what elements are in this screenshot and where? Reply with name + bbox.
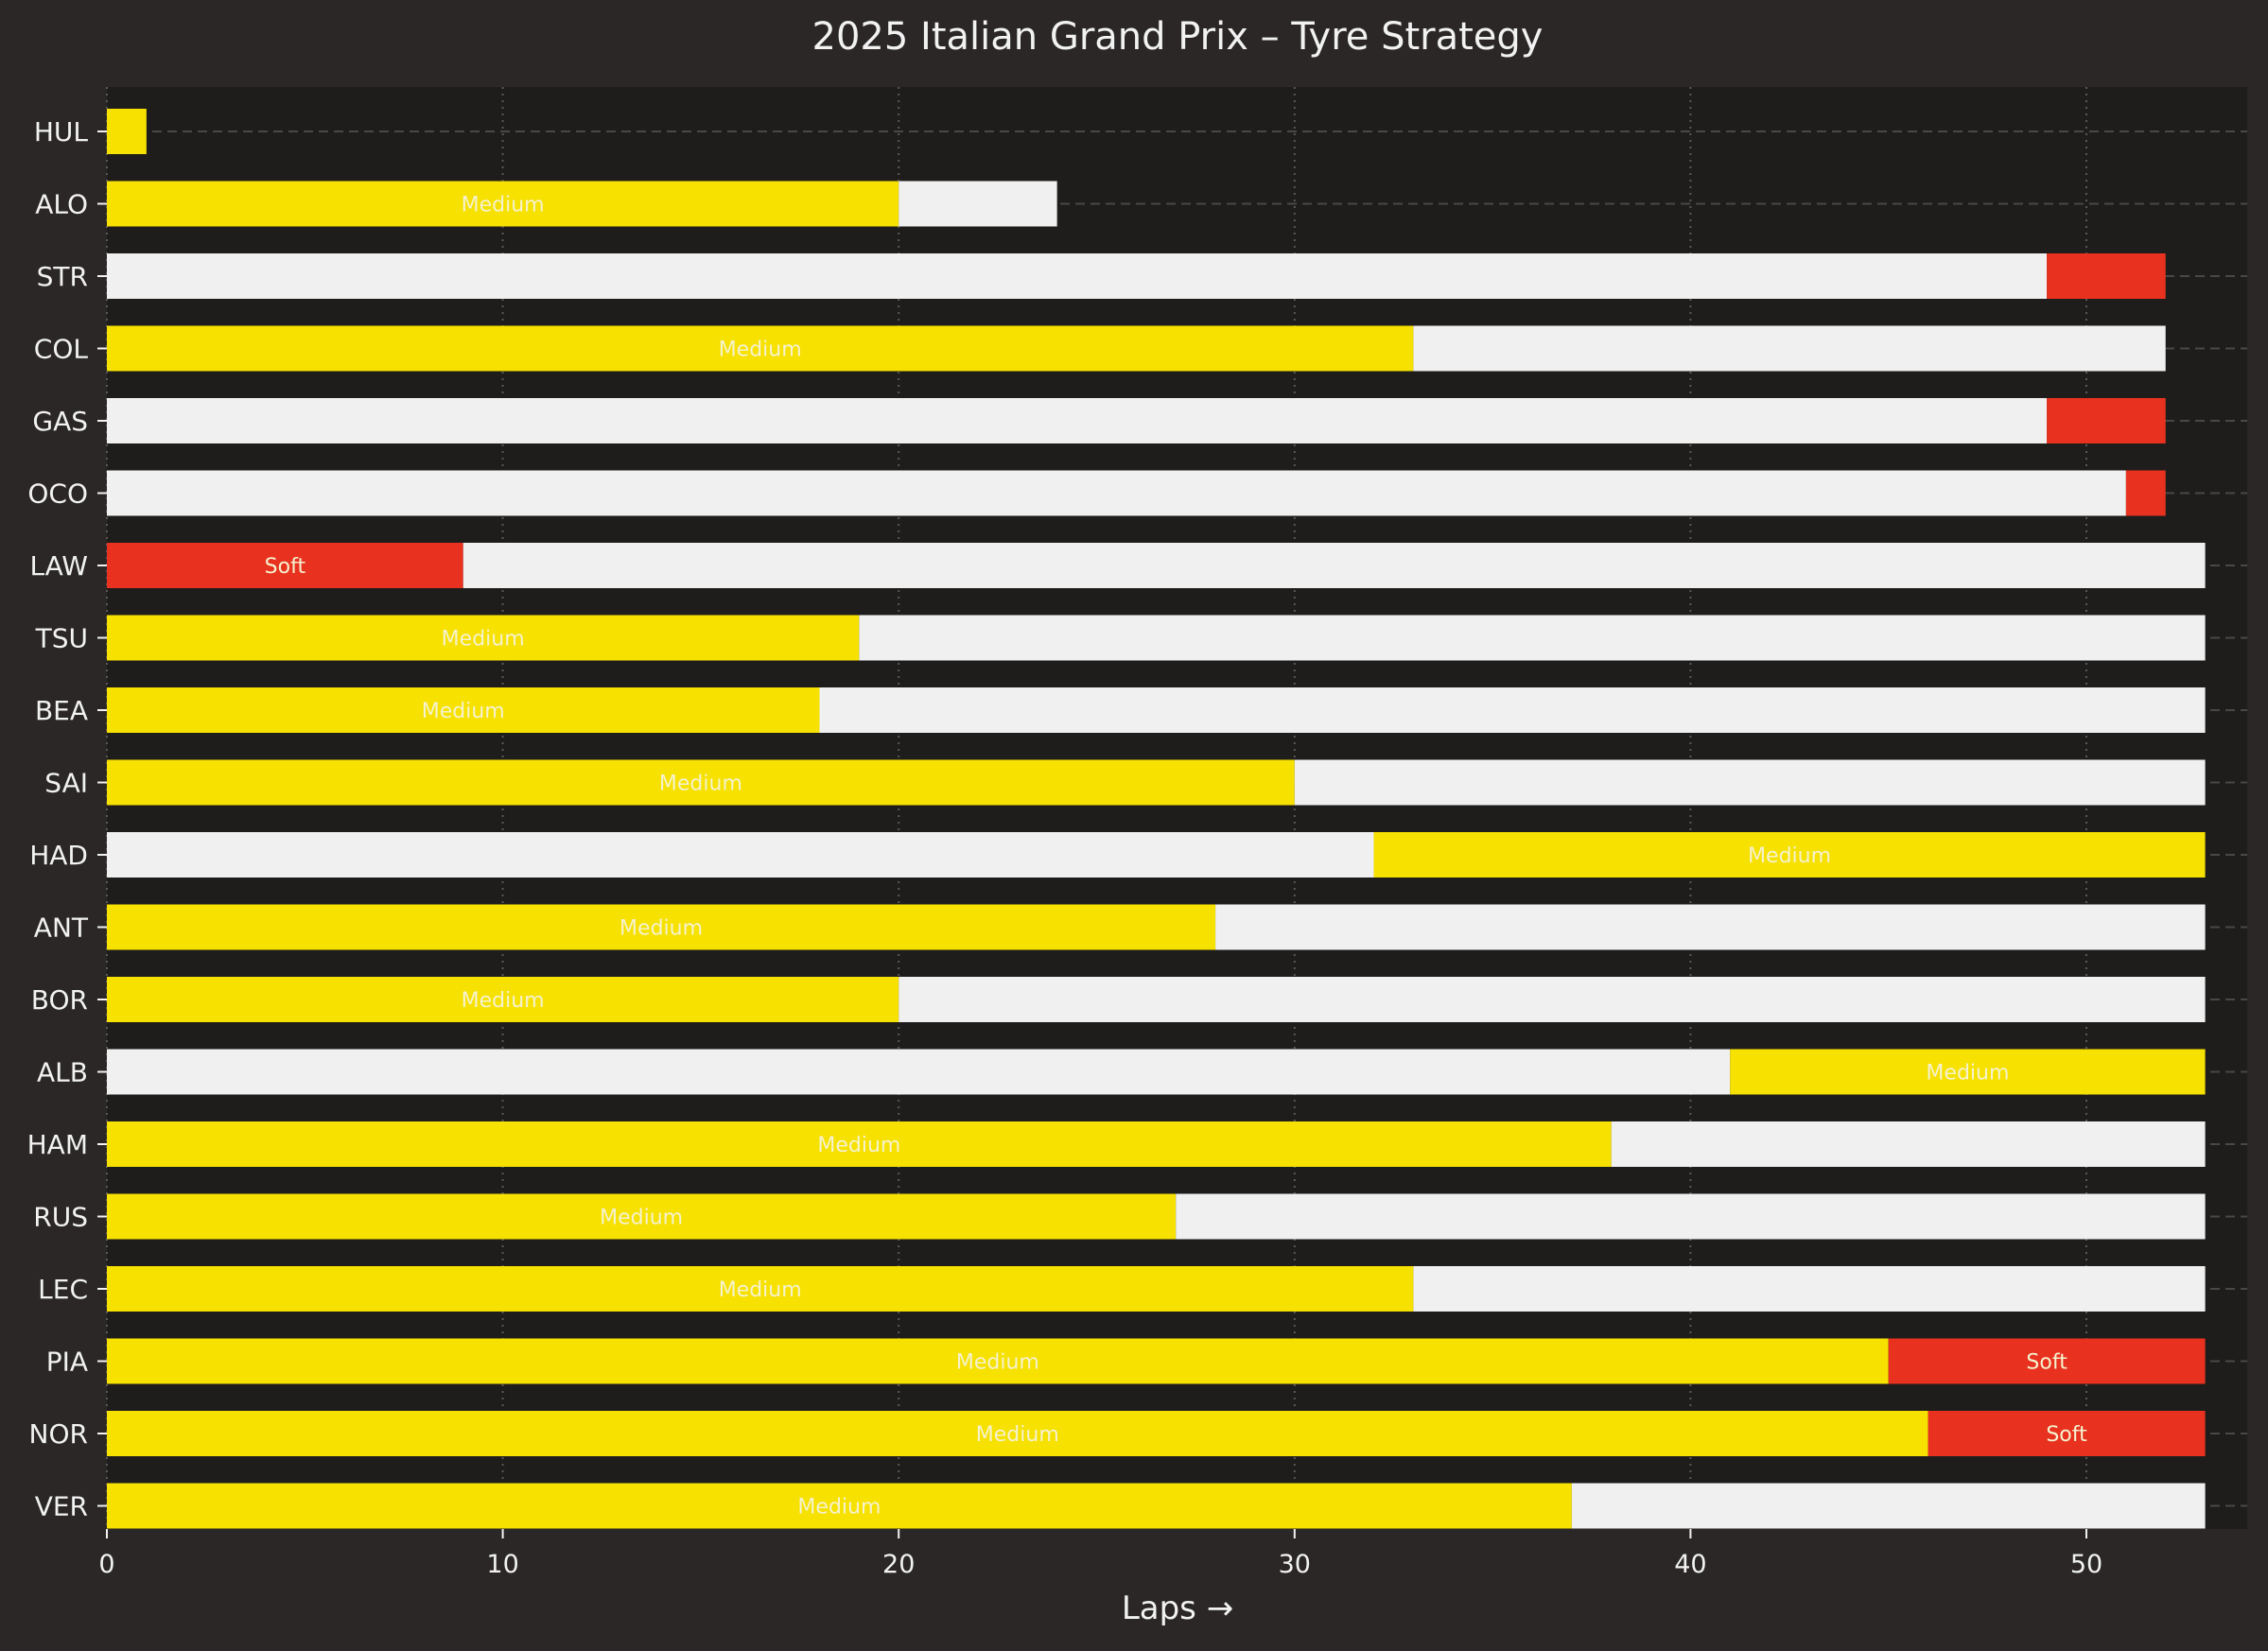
stint-label: Medium — [976, 1423, 1059, 1447]
y-tick-label: GAS — [32, 406, 88, 437]
y-tick-label: BEA — [35, 695, 88, 726]
stint-bar — [107, 904, 1216, 950]
axis-layer: 0 10 20 30 40 50 HUL ALO STR COL GAS OCO LAW TSU BEA SA… — [27, 116, 2103, 1579]
y-tick-label: RUS — [33, 1202, 88, 1233]
stint-bar — [1215, 904, 2206, 950]
stint-bar — [107, 181, 899, 227]
stint-bar — [1611, 1121, 2206, 1167]
stint-bar — [1413, 1266, 2206, 1312]
stint-label: Medium — [956, 1351, 1039, 1375]
plot-area — [107, 87, 2247, 1529]
stint-label: Medium — [462, 194, 545, 217]
stint-bar — [107, 398, 2048, 443]
stint-label: Medium — [442, 628, 525, 652]
stint-bar — [1928, 1411, 2206, 1456]
stint-bar — [107, 543, 463, 588]
y-tick-label: ALO — [35, 189, 88, 220]
stint-bar — [1571, 1483, 2206, 1529]
stint-bar — [2047, 398, 2166, 443]
stint-bar — [1888, 1338, 2206, 1384]
stint-label: Medium — [600, 1207, 683, 1230]
stint-label: Soft — [265, 555, 306, 579]
stint-bar — [107, 253, 2048, 299]
stint-bar — [107, 1193, 1177, 1240]
stint-bar — [107, 470, 2126, 516]
y-tick-label: COL — [34, 334, 89, 365]
y-tick-label: BOR — [31, 984, 88, 1016]
y-tick-label: HAD — [29, 840, 88, 871]
x-tick-label: 0 — [98, 1550, 114, 1579]
y-tick-label: HAM — [27, 1129, 88, 1160]
stint-bar — [107, 1411, 1928, 1456]
x-tick-label: 50 — [2070, 1550, 2102, 1579]
stint-bar — [107, 109, 147, 154]
stint-bar — [819, 687, 2206, 733]
x-axis-label: Laps → — [1122, 1590, 1233, 1627]
stint-bar — [859, 615, 2206, 661]
stint-label: Medium — [462, 989, 545, 1013]
stint-label: Medium — [659, 773, 742, 796]
x-tick-label: 10 — [486, 1550, 518, 1579]
stint-bar — [107, 1266, 1414, 1312]
stint-bar — [107, 1338, 1889, 1384]
stint-bar — [107, 1121, 1612, 1167]
stint-bar — [107, 687, 820, 733]
stint-bar — [1730, 1049, 2206, 1095]
chart-title: 2025 Italian Grand Prix – Tyre Strategy — [812, 15, 1544, 59]
stint-bar — [1176, 1193, 2206, 1240]
x-tick-label: 40 — [1674, 1550, 1706, 1579]
y-tick-label: NOR — [29, 1418, 88, 1450]
stint-label: Medium — [797, 1496, 881, 1520]
stint-label: Medium — [422, 700, 505, 723]
stint-bar — [2047, 253, 2166, 299]
stint-bar — [1294, 759, 2206, 806]
stint-label: Medium — [719, 339, 802, 362]
stint-bar — [107, 325, 1414, 372]
y-tick-label: SAI — [44, 768, 88, 799]
stint-bar — [1373, 832, 2206, 878]
stint-bar — [107, 977, 899, 1022]
stint-label: Medium — [619, 917, 703, 941]
y-tick-label: LAW — [29, 550, 88, 582]
stint-bar — [2125, 470, 2166, 516]
y-tick-label: ALB — [37, 1057, 88, 1088]
stint-bar — [107, 832, 1374, 878]
stint-bar — [1413, 325, 2166, 372]
stint-bar — [462, 543, 2206, 588]
stint-label: Medium — [719, 1278, 802, 1302]
stint-label: Medium — [1748, 844, 1831, 868]
stint-bar — [107, 1483, 1572, 1529]
y-tick-label: HUL — [34, 116, 89, 148]
stint-label: Medium — [817, 1134, 900, 1157]
stint-bar — [898, 977, 2206, 1022]
y-tick-label: TSU — [35, 623, 88, 654]
stint-bar — [107, 759, 1295, 806]
stint-label: Soft — [2046, 1423, 2087, 1447]
bars-layer: Medium Medium Soft Medium Medium Medium Medium… — [107, 109, 2206, 1529]
stint-bar — [898, 181, 1057, 227]
x-tick-label: 20 — [882, 1550, 915, 1579]
stint-label: Soft — [2026, 1351, 2067, 1375]
y-tick-label: OCO — [27, 478, 88, 510]
y-tick-label: STR — [37, 261, 88, 292]
y-tick-label: LEC — [38, 1274, 88, 1305]
x-tick-label: 30 — [1279, 1550, 1311, 1579]
y-tick-label: VER — [35, 1491, 88, 1522]
stint-bar — [107, 615, 860, 661]
y-tick-label: ANT — [34, 912, 89, 944]
stint-label: Medium — [1926, 1062, 2009, 1086]
y-tick-label: PIA — [46, 1347, 88, 1378]
stint-bar — [107, 1049, 1731, 1095]
